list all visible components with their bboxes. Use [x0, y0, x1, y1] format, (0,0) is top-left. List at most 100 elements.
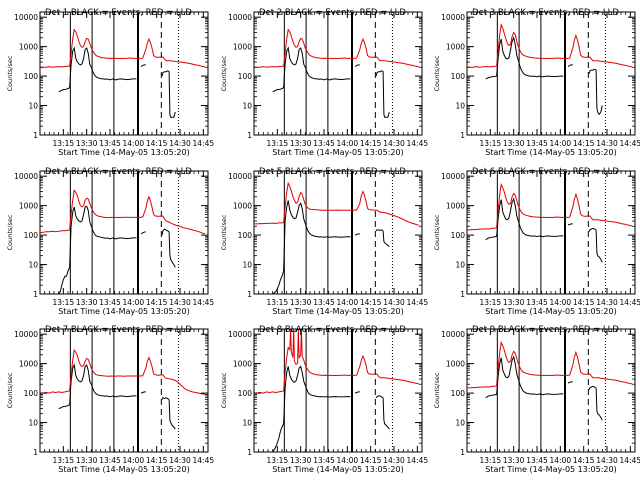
- series-events: [272, 200, 351, 294]
- x-axis-label: Start Time (14-May-05 13:05:20): [485, 307, 616, 316]
- x-tick-label: 13:45: [313, 139, 335, 148]
- y-axis-label: Counts/sec: [433, 214, 441, 250]
- y-tick-label: 100: [451, 231, 466, 240]
- x-axis-label: Start Time (14-May-05 13:05:20): [58, 148, 189, 157]
- data-area: [40, 171, 206, 294]
- panel-title: Det 7 BLACK = Events, RED = LLD: [45, 325, 192, 335]
- panel-title: Det 8 BLACK = Events, RED = LLD: [259, 325, 406, 335]
- y-tick-label: 1: [247, 448, 252, 457]
- series-lld: [254, 181, 420, 226]
- x-tick-label: 14:30: [169, 298, 191, 307]
- series-events: [485, 197, 564, 241]
- y-axis-label: Counts/sec: [220, 55, 228, 91]
- data-area: [254, 171, 420, 294]
- x-tick-label: 13:30: [290, 298, 312, 307]
- x-tick-label: 14:30: [169, 456, 191, 465]
- x-tick-label: 14:15: [146, 139, 168, 148]
- y-tick-label: 10: [28, 261, 38, 270]
- series-events-fragment: [588, 385, 597, 390]
- series-lld: [254, 329, 419, 394]
- series-events-fragment: [354, 233, 360, 236]
- x-tick-label: 13:45: [526, 298, 548, 307]
- panel-det-5: 1 10 100 1000 10000 13:15 13:30 13:45 14:00 14:15…: [220, 167, 428, 316]
- y-tick-label: 1000: [233, 43, 252, 52]
- y-axis-label: Counts/sec: [433, 55, 441, 91]
- y-tick-label: 1000: [19, 360, 38, 369]
- data-area: [467, 171, 632, 294]
- y-tick-label: 10: [455, 102, 465, 111]
- series-events-fragment: [567, 64, 573, 68]
- y-tick-label: 10: [455, 261, 465, 270]
- y-tick-label: 10: [455, 419, 465, 428]
- y-tick-label: 1000: [233, 202, 252, 211]
- series-events-fragment: [168, 231, 176, 268]
- series-events-fragment: [595, 387, 603, 421]
- x-tick-label: 14:15: [573, 456, 595, 465]
- x-tick-label: 14:00: [550, 139, 572, 148]
- x-tick-label: 14:45: [407, 139, 429, 148]
- y-tick-label: 1: [460, 290, 465, 299]
- series-events-fragment: [567, 223, 573, 226]
- series-events-fragment: [595, 229, 603, 263]
- y-tick-label: 1000: [233, 360, 252, 369]
- plot-frame: [466, 328, 636, 453]
- series-events-fragment: [168, 399, 176, 430]
- series-lld: [40, 28, 205, 68]
- y-tick-label: 100: [24, 72, 39, 81]
- series-events: [58, 363, 137, 409]
- x-axis-label: Start Time (14-May-05 13:05:20): [58, 307, 189, 316]
- y-tick-label: 100: [451, 389, 466, 398]
- data-area: [467, 12, 632, 135]
- y-axis-label: Counts/sec: [6, 55, 14, 91]
- x-tick-label: 13:30: [503, 456, 525, 465]
- plot-frame: [39, 11, 209, 136]
- series-events: [58, 46, 137, 92]
- data-area: [467, 329, 632, 452]
- y-axis-label: Counts/sec: [220, 214, 228, 250]
- series-events-fragment: [168, 71, 176, 118]
- panel-det-7: 1 10 100 1000 10000 13:15 13:30 13:45 14:00 14:15…: [6, 325, 214, 474]
- x-tick-label: 13:30: [76, 456, 98, 465]
- panel-det-3: 1 10 100 1000 10000 13:15 13:30 13:45 14:00 14:15…: [433, 8, 640, 157]
- series-events-fragment: [567, 381, 573, 384]
- x-tick-label: 13:15: [53, 298, 75, 307]
- panel-det-6: 1 10 100 1000 10000 13:15 13:30 13:45 14:00 14:15…: [433, 167, 640, 316]
- x-tick-label: 13:15: [480, 298, 502, 307]
- x-tick-label: 13:45: [99, 139, 121, 148]
- y-tick-label: 10000: [228, 13, 252, 22]
- x-tick-label: 13:30: [76, 298, 98, 307]
- series-lld: [254, 28, 419, 68]
- x-tick-label: 14:00: [550, 298, 572, 307]
- plot-frame: [253, 328, 423, 453]
- x-tick-label: 14:30: [383, 456, 405, 465]
- x-tick-label: 13:15: [53, 456, 75, 465]
- y-axis-label: Counts/sec: [220, 372, 228, 408]
- x-axis-label: Start Time (14-May-05 13:05:20): [272, 148, 403, 157]
- series-events-fragment: [595, 69, 603, 116]
- x-tick-label: 14:00: [123, 139, 145, 148]
- plot-frame: [39, 170, 209, 295]
- x-tick-label: 13:45: [313, 298, 335, 307]
- x-tick-label: 13:45: [526, 139, 548, 148]
- x-tick-label: 14:15: [360, 139, 382, 148]
- x-tick-label: 14:45: [407, 298, 429, 307]
- y-tick-label: 10: [242, 261, 252, 270]
- series-events: [485, 355, 564, 399]
- y-tick-label: 1: [33, 131, 38, 140]
- y-tick-label: 1000: [446, 43, 465, 52]
- data-area: [254, 12, 419, 135]
- panel-det-9: 1 10 100 1000 10000 13:15 13:30 13:45 14:00 14:15…: [433, 325, 640, 474]
- y-axis-label: Counts/sec: [433, 372, 441, 408]
- plot-frame: [253, 170, 423, 295]
- x-tick-label: 14:30: [596, 139, 618, 148]
- x-tick-label: 14:45: [620, 456, 640, 465]
- series-events-fragment: [382, 397, 390, 430]
- panel-det-4: 1 10 100 1000 10000 13:15 13:30 13:45 14:00 14:15…: [6, 167, 214, 316]
- series-events-fragment: [375, 229, 384, 232]
- x-tick-label: 14:00: [123, 298, 145, 307]
- x-tick-label: 14:00: [337, 139, 359, 148]
- x-axis-label: Start Time (14-May-05 13:05:20): [485, 465, 616, 474]
- x-tick-label: 13:30: [76, 139, 98, 148]
- series-events: [485, 36, 564, 80]
- data-area: [40, 329, 206, 452]
